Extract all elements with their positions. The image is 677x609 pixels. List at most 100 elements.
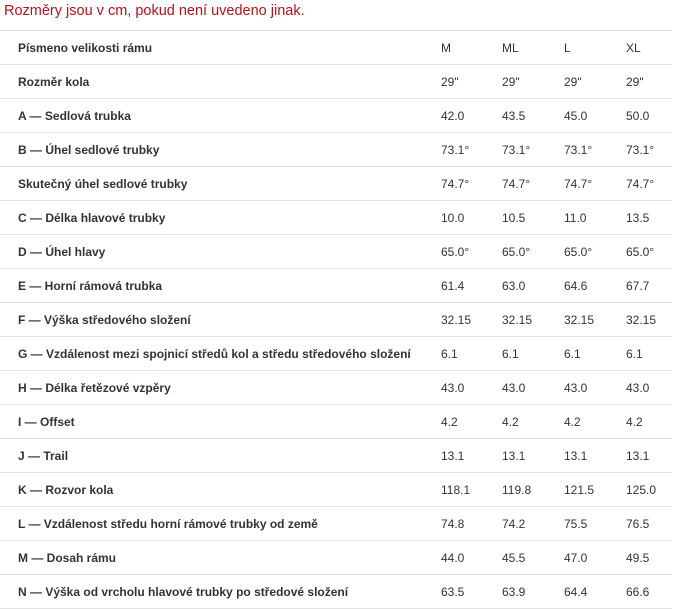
table-row: B — Úhel sedlové trubky 73.1° 73.1° 73.1° 73… [0,132,672,167]
cell-size-m: 61.4 [441,268,502,303]
cell-size-l: 13.1 [564,438,626,473]
cell-size-l: 73.1° [564,132,626,167]
cell-size-l: 6.1 [564,336,626,371]
cell-size-m: 13.1 [441,438,502,473]
table-row: L — Vzdálenost středu horní rámové trubk… [0,506,672,541]
cell-size-l: 4.2 [564,404,626,439]
row-label: G — Vzdálenost mezi spojnicí středů kol … [0,336,441,371]
table-row: Skutečný úhel sedlové trubky 74.7° 74.7° 74… [0,166,672,201]
cell-size-ml: 43.5 [502,98,564,133]
table-row: F — Výška středového složení 32.15 32.15 32… [0,302,672,337]
cell-size-l: 45.0 [564,98,626,133]
cell-size-ml: 74.2 [502,506,564,541]
row-label: Rozměr kola [0,64,441,99]
row-label: I — Offset [0,404,441,439]
cell-size-xl: 49.5 [626,540,672,575]
cell-size-ml: 63.9 [502,574,564,609]
table-row: H — Délka řetězové vzpěry 43.0 43.0 43.0 43.… [0,370,672,405]
cell-size-l: 121.5 [564,472,626,507]
row-label: Skutečný úhel sedlové trubky [0,166,441,201]
cell-size-l: 75.5 [564,506,626,541]
cell-size-m: 74.8 [441,506,502,541]
cell-size-ml: 63.0 [502,268,564,303]
cell-size-m: 6.1 [441,336,502,371]
cell-size-ml: 13.1 [502,438,564,473]
cell-size-xl: 65.0° [626,234,672,269]
cell-size-l: 64.6 [564,268,626,303]
cell-size-m: 4.2 [441,404,502,439]
cell-size-m: 65.0° [441,234,502,269]
row-label: H — Délka řetězové vzpěry [0,370,441,405]
cell-size-m: 32.15 [441,302,502,337]
table-row: D — Úhel hlavy 65.0° 65.0° 65.0° 65.0° [0,234,672,269]
header-size-m: M [441,30,502,65]
table-row: K — Rozvor kola 118.1 119.8 121.5 125.0 [0,472,672,507]
cell-size-xl: 66.6 [626,574,672,609]
cell-size-l: 11.0 [564,200,626,235]
cell-size-l: 64.4 [564,574,626,609]
row-label: A — Sedlová trubka [0,98,441,133]
table-row: E — Horní rámová trubka 61.4 63.0 64.6 67.7 [0,268,672,303]
row-label: F — Výška středového složení [0,302,441,337]
cell-size-xl: 29" [626,64,672,99]
cell-size-ml: 74.7° [502,166,564,201]
header-size-xl: XL [626,30,672,65]
cell-size-m: 118.1 [441,472,502,507]
cell-size-xl: 43.0 [626,370,672,405]
units-note: Rozměry jsou v cm, pokud není uvedeno ji… [4,3,305,19]
cell-size-m: 29" [441,64,502,99]
table-header-row: Písmeno velikosti rámu M ML L XL [0,30,672,65]
table-row: N — Výška od vrcholu hlavové trubky po s… [0,574,672,609]
cell-size-xl: 125.0 [626,472,672,507]
cell-size-xl: 6.1 [626,336,672,371]
table-row: I — Offset 4.2 4.2 4.2 4.2 [0,404,672,439]
cell-size-xl: 32.15 [626,302,672,337]
row-label: J — Trail [0,438,441,473]
cell-size-m: 73.1° [441,132,502,167]
cell-size-xl: 4.2 [626,404,672,439]
header-size-ml: ML [502,30,564,65]
cell-size-xl: 73.1° [626,132,672,167]
cell-size-ml: 4.2 [502,404,564,439]
cell-size-xl: 13.5 [626,200,672,235]
cell-size-m: 43.0 [441,370,502,405]
cell-size-m: 42.0 [441,98,502,133]
header-size-l: L [564,30,626,65]
cell-size-xl: 13.1 [626,438,672,473]
cell-size-xl: 50.0 [626,98,672,133]
row-label: K — Rozvor kola [0,472,441,507]
cell-size-ml: 65.0° [502,234,564,269]
cell-size-xl: 76.5 [626,506,672,541]
cell-size-ml: 32.15 [502,302,564,337]
cell-size-m: 44.0 [441,540,502,575]
cell-size-l: 29" [564,64,626,99]
row-label: D — Úhel hlavy [0,234,441,269]
geometry-table: Písmeno velikosti rámu M ML L XL Rozměr … [0,30,672,609]
table-row: M — Dosah rámu 44.0 45.5 47.0 49.5 [0,540,672,575]
cell-size-ml: 73.1° [502,132,564,167]
cell-size-m: 63.5 [441,574,502,609]
cell-size-ml: 45.5 [502,540,564,575]
cell-size-xl: 67.7 [626,268,672,303]
cell-size-l: 65.0° [564,234,626,269]
cell-size-l: 32.15 [564,302,626,337]
cell-size-xl: 74.7° [626,166,672,201]
cell-size-l: 47.0 [564,540,626,575]
table-row: J — Trail 13.1 13.1 13.1 13.1 [0,438,672,473]
cell-size-ml: 6.1 [502,336,564,371]
header-frame-size-label: Písmeno velikosti rámu [0,30,441,65]
table-row: Rozměr kola 29" 29" 29" 29" [0,64,672,99]
table-row: G — Vzdálenost mezi spojnicí středů kol … [0,336,672,371]
cell-size-l: 43.0 [564,370,626,405]
row-label: E — Horní rámová trubka [0,268,441,303]
row-label: C — Délka hlavové trubky [0,200,441,235]
table-row: C — Délka hlavové trubky 10.0 10.5 11.0 13.5 [0,200,672,235]
cell-size-ml: 43.0 [502,370,564,405]
cell-size-ml: 10.5 [502,200,564,235]
cell-size-l: 74.7° [564,166,626,201]
row-label: L — Vzdálenost středu horní rámové trubk… [0,506,441,541]
row-label: M — Dosah rámu [0,540,441,575]
cell-size-ml: 29" [502,64,564,99]
cell-size-ml: 119.8 [502,472,564,507]
table-row: A — Sedlová trubka 42.0 43.5 45.0 50.0 [0,98,672,133]
